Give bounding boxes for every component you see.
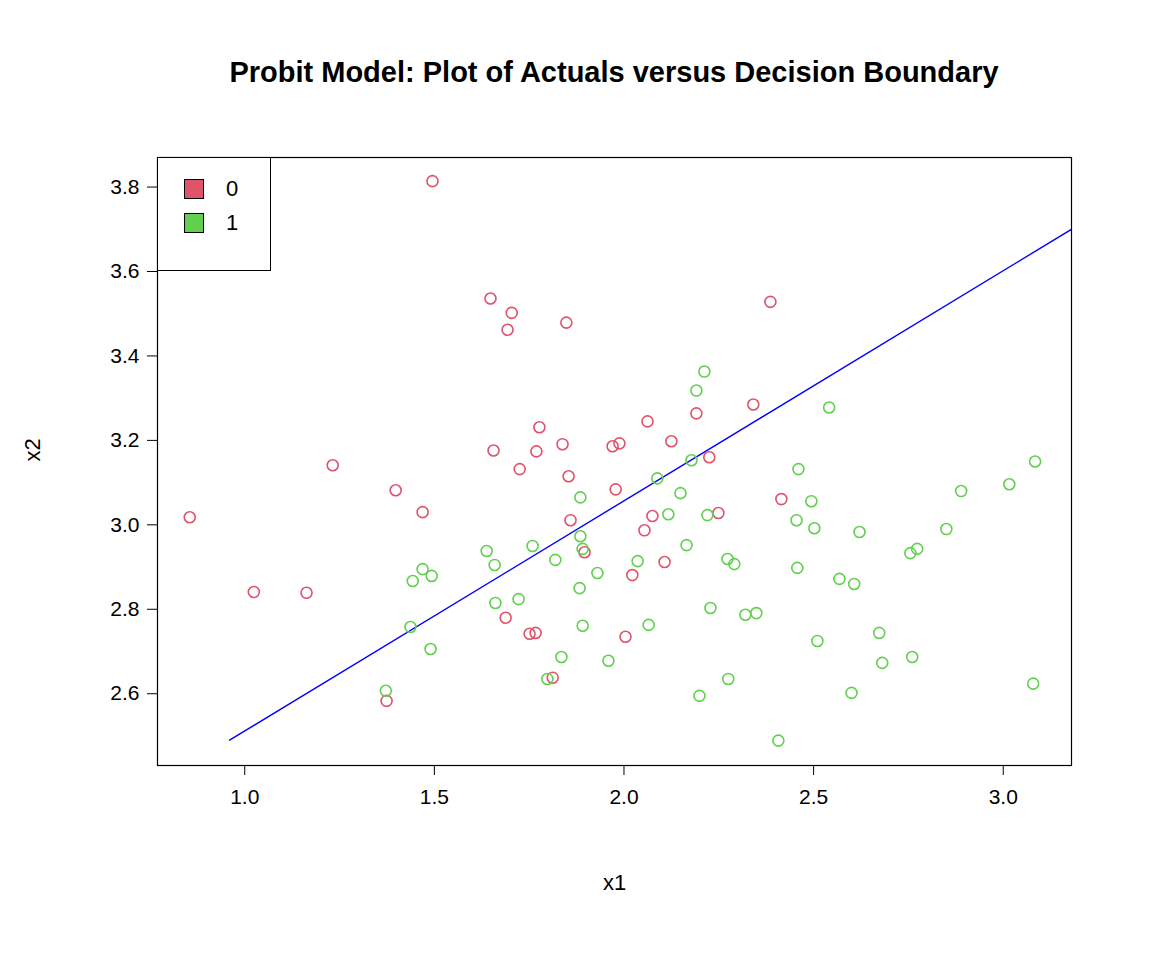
svg-text:3.6: 3.6 bbox=[110, 259, 139, 282]
svg-text:1.0: 1.0 bbox=[230, 785, 259, 808]
html-text:0: 0 bbox=[226, 176, 239, 201]
svg-text:2.0: 2.0 bbox=[609, 785, 638, 808]
svg-text:3.0: 3.0 bbox=[989, 785, 1018, 808]
svg-text:2.8: 2.8 bbox=[110, 597, 139, 620]
svg-text:3.0: 3.0 bbox=[110, 513, 139, 536]
svg-text:x2: x2 bbox=[20, 438, 45, 461]
svg-text:2.6: 2.6 bbox=[110, 681, 139, 704]
html-text:1: 1 bbox=[226, 210, 239, 235]
svg-text:x1: x1 bbox=[603, 870, 626, 895]
svg-text:3.2: 3.2 bbox=[110, 428, 139, 451]
svg-text:3.4: 3.4 bbox=[110, 344, 140, 367]
html-text:Probit Model: Plot of Actuals: Probit Model: Plot of Actuals versus Dec… bbox=[229, 56, 999, 88]
svg-text:3.8: 3.8 bbox=[110, 175, 139, 198]
svg-text:1.5: 1.5 bbox=[420, 785, 449, 808]
svg-text:2.5: 2.5 bbox=[799, 785, 828, 808]
